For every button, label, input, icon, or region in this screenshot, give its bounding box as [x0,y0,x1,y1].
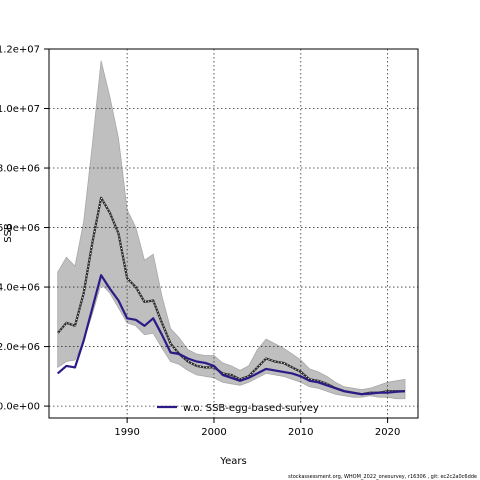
plot-area: 1990 2000 2010 2020 0.0e+00 2.0e+06 4.0e+06 6.0… [0,45,419,438]
y-tick-label: 4.0e+06 [0,283,40,294]
x-tick-label: 2000 [201,427,226,438]
confidence-band [57,60,406,400]
plot-frame [48,48,419,419]
legend-label: w.o. SSB-egg-based-survey [183,403,319,414]
x-tick-label: 2010 [288,427,313,438]
y-tick-label: 8.0e+06 [0,164,40,175]
y-tick-label: 2.0e+06 [0,342,40,353]
series-line-dots-0 [57,196,405,395]
x-axis-title: Years [219,456,246,467]
credit-text: stockassessment.org, WHOM_2022_onesurvey… [288,474,477,480]
y-tick-label: 1.2e+07 [0,45,40,56]
y-tick-label: 0.0e+00 [0,402,40,413]
y-axis-title: SSB [3,223,14,243]
series-line-1 [56,274,406,396]
y-tick-label: 1.0e+07 [0,104,40,115]
x-tick-label: 1990 [114,427,139,438]
x-tick-label: 2020 [375,427,400,438]
y-tick-label: 6.0e+06 [0,223,40,234]
